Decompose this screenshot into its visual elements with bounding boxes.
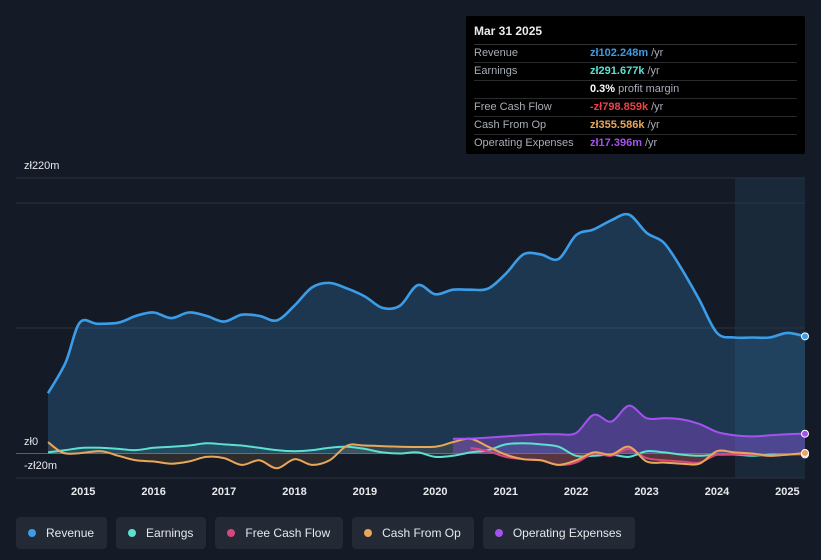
x-tick-2019: 2019 [353,486,377,498]
tooltip-row: Revenue zł102.248m/yr [474,45,797,63]
tooltip-rows: Revenue zł102.248m/yr Earnings zł291.677k/y… [474,45,797,152]
series-lines [46,212,806,470]
legend-dot-icon [494,529,503,537]
legend-dot-icon [128,529,137,537]
legend-label: Operating Expenses [512,526,622,540]
legend-label: Cash From Op [382,526,461,540]
chart-legend: Revenue Earnings Free Cash Flow Cash From O… [16,517,635,549]
operating-expenses-area [452,405,805,454]
legend-label: Revenue [46,526,95,540]
tooltip-row-label: Operating Expenses [474,137,574,149]
legend-dot-icon [28,529,36,537]
legend-item-earnings[interactable]: Earnings [116,517,207,549]
tooltip-row-value: zł355.586k [590,119,645,131]
x-tick-2021: 2021 [493,486,517,498]
legend-item-free-cash-flow[interactable]: Free Cash Flow [215,517,344,549]
tooltip-row: Operating Expenses zł17.396m/yr [474,135,797,152]
legend-item-operating-expenses[interactable]: Operating Expenses [482,517,635,549]
revenue-endpoint [801,332,809,341]
x-tick-2015: 2015 [71,486,95,498]
tooltip-date: Mar 31 2025 [474,24,797,45]
tooltip-row-label: Earnings [474,65,518,77]
legend-dot-icon [364,529,373,537]
tooltip-row: 0.3% profit margin [474,81,797,99]
legend-label: Earnings [146,526,194,540]
tooltip-row: Cash From Op zł355.586k/yr [474,117,797,135]
series-endpoints [801,332,809,459]
y-label-bottom: -zł20m [24,460,58,472]
x-tick-2024: 2024 [705,486,730,498]
tooltip-row-label: Revenue [474,47,519,59]
tooltip-row-value: zł17.396m [590,137,642,149]
operating-expenses-line [452,404,806,440]
series-areas [48,214,805,469]
x-tick-2017: 2017 [212,486,236,498]
tooltip-row-unit: /yr [651,47,664,59]
operating-expenses-endpoint [801,429,809,438]
tooltip-row-value: zł102.248m [590,47,649,59]
x-tick-2020: 2020 [423,486,447,498]
x-tick-2025: 2025 [775,486,799,498]
x-tick-2018: 2018 [282,486,306,498]
x-tick-2023: 2023 [634,486,658,498]
earnings-line [47,442,806,459]
x-tick-2016: 2016 [141,486,165,498]
tooltip-row-value: -zł798.859k [590,101,649,113]
cash-from-op-endpoint [801,449,809,458]
tooltip-row-label: Cash From Op [474,119,547,131]
tooltip-row-unit: /yr [651,101,664,113]
tooltip-row-unit: /yr [647,65,660,77]
tooltip-row: Earnings zł291.677k/yr [474,63,797,81]
cash-from-op-line [47,437,806,470]
tooltip-row: Free Cash Flow -zł798.859k/yr [474,99,797,117]
y-label-zero: zł0 [24,436,39,448]
tooltip-row-label [474,81,590,98]
tooltip-row-value: 0.3% [590,83,616,95]
data-tooltip: Mar 31 2025 Revenue zł102.248m/yr Earnings… [466,16,805,154]
y-label-top: zł220m [24,160,60,172]
tooltip-row-label: Free Cash Flow [474,101,552,113]
free-cash-flow-area [470,447,805,466]
legend-dot-icon [227,529,236,537]
revenue-line [46,212,806,394]
legend-label: Free Cash Flow [245,526,331,540]
revenue-area [48,214,805,454]
tooltip-row-unit: /yr [644,137,658,149]
forecast-shade [735,178,805,478]
x-tick-2022: 2022 [564,486,588,498]
tooltip-row-value: zł291.677k [590,65,645,77]
legend-item-revenue[interactable]: Revenue [16,517,108,549]
cash-from-op-area [48,438,805,469]
legend-item-cash-from-op[interactable]: Cash From Op [352,517,474,549]
tooltip-row-unit: /yr [647,119,660,131]
tooltip-row-unit: profit margin [618,83,680,95]
x-axis-ticks: 2015 2016 2017 2018 2019 2020 2021 2022 2023 2024… [71,486,800,498]
